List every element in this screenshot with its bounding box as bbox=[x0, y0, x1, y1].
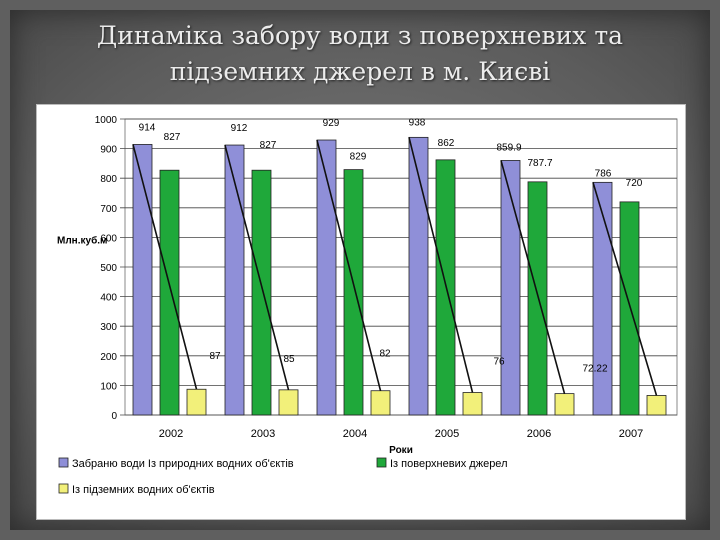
data-label: 827 bbox=[260, 140, 277, 151]
data-label: 827 bbox=[164, 132, 181, 143]
slide-title: Динаміка забору води з поверхневих та пі… bbox=[0, 18, 720, 90]
x-tick-label: 2003 bbox=[251, 428, 275, 440]
bar-3 bbox=[646, 395, 667, 416]
leader-line bbox=[408, 137, 474, 393]
data-label: 938 bbox=[409, 117, 426, 128]
data-label: 87 bbox=[209, 351, 221, 362]
data-label: 829 bbox=[350, 152, 367, 163]
bar-3 bbox=[462, 392, 483, 416]
y-tick-label: 300 bbox=[100, 322, 117, 333]
data-label: 929 bbox=[323, 118, 340, 129]
legend-swatch bbox=[376, 457, 387, 468]
bar-1 bbox=[316, 139, 337, 416]
data-label: 85 bbox=[283, 354, 295, 365]
data-label: 82 bbox=[379, 349, 391, 360]
data-label: 720 bbox=[626, 178, 643, 189]
y-tick-label: 0 bbox=[111, 411, 117, 422]
bar-1 bbox=[132, 144, 153, 416]
bar-2 bbox=[527, 181, 548, 416]
y-tick-label: 1000 bbox=[95, 115, 118, 126]
legend-label: Із підземних водних об'єктів bbox=[72, 484, 215, 496]
bar-2 bbox=[251, 169, 272, 416]
chart-panel: 0 100 200 300 400 500 600 700 800 900 1000 Млн.куб.… bbox=[36, 104, 720, 520]
y-tick-label: 500 bbox=[100, 263, 117, 274]
bar-3 bbox=[370, 390, 391, 416]
bar-1 bbox=[408, 136, 429, 416]
bar-3 bbox=[186, 388, 207, 416]
y-tick-label: 800 bbox=[100, 174, 117, 185]
x-tick-label: 2002 bbox=[159, 428, 183, 440]
data-label: 912 bbox=[231, 123, 248, 134]
data-label: 862 bbox=[438, 138, 455, 149]
bar-1 bbox=[500, 160, 521, 416]
x-tick-label: 2004 bbox=[343, 428, 367, 440]
data-label: 76 bbox=[493, 357, 505, 368]
x-tick-label: 2005 bbox=[435, 428, 459, 440]
slide-title-line-1: Динаміка забору води з поверхневих та bbox=[96, 21, 624, 50]
legend-swatch bbox=[58, 457, 69, 468]
y-tick-label: 100 bbox=[100, 381, 117, 392]
bar-3 bbox=[278, 389, 299, 416]
legend-swatch bbox=[58, 483, 69, 494]
leader-line bbox=[224, 144, 290, 391]
y-tick-label: 600 bbox=[100, 233, 117, 244]
bar-2 bbox=[619, 201, 640, 416]
legend-label: Із поверхневих джерел bbox=[390, 458, 507, 470]
bar-3 bbox=[554, 393, 575, 416]
bar-1 bbox=[592, 181, 613, 416]
y-tick-label: 400 bbox=[100, 293, 117, 304]
bar-2 bbox=[435, 159, 456, 416]
leader-line bbox=[592, 182, 658, 396]
slide-title-line-2: підземних джерел в м. Києві bbox=[169, 57, 551, 86]
data-label: 72.22 bbox=[582, 364, 607, 375]
leader-line bbox=[316, 139, 382, 391]
leader-line bbox=[132, 144, 198, 390]
y-axis-label: Млн.куб.м bbox=[57, 234, 107, 246]
data-label: 787.7 bbox=[527, 158, 552, 169]
data-label: 859.9 bbox=[496, 142, 521, 153]
data-label: 786 bbox=[595, 168, 612, 179]
data-label: 914 bbox=[139, 122, 156, 133]
y-tick-label: 700 bbox=[100, 204, 117, 215]
x-tick-label: 2007 bbox=[619, 428, 643, 440]
bar-2 bbox=[343, 169, 364, 416]
x-tick-label: 2006 bbox=[527, 428, 551, 440]
x-axis-label: Роки bbox=[389, 445, 413, 456]
bar-chart: 0 100 200 300 400 500 600 700 800 900 1000 Млн.куб.… bbox=[57, 115, 720, 496]
y-tick-label: 200 bbox=[100, 352, 117, 363]
leader-line bbox=[500, 160, 566, 394]
legend-label: Забраню води Із природних водних об'єкті… bbox=[72, 458, 294, 470]
bar-1 bbox=[224, 144, 245, 416]
y-tick-label: 900 bbox=[100, 145, 117, 156]
bar-2 bbox=[159, 169, 180, 416]
